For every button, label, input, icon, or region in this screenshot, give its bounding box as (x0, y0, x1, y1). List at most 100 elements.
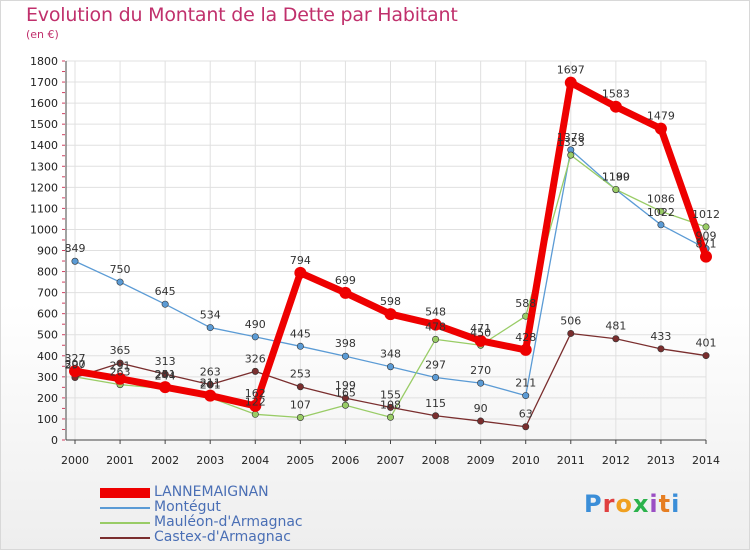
point-lannemaignan (159, 381, 172, 394)
y-tick-label: 1100 (30, 202, 58, 215)
y-tick-label: 1800 (30, 55, 58, 68)
data-label-castex-d-armagnac: 481 (605, 320, 626, 333)
x-tick-label: 2006 (331, 454, 359, 467)
data-label-mont-gut: 750 (110, 263, 131, 276)
data-label-castex-d-armagnac: 297 (65, 358, 86, 371)
legend-label-montegut: Montégut (154, 499, 221, 515)
x-tick-label: 2013 (647, 454, 675, 467)
legend-label-lannemaignan: LANNEMAIGNAN (154, 484, 269, 500)
x-tick-label: 2003 (196, 454, 224, 467)
logo-letter: t (658, 490, 672, 518)
y-tick-label: 0 (51, 434, 58, 447)
data-label-lannemaignan: 794 (290, 254, 311, 267)
x-tick-label: 2001 (106, 454, 134, 467)
point-lannemaignan (519, 343, 532, 356)
legend-swatch-lannemaignan (100, 488, 150, 498)
point-mont-gut (116, 278, 124, 286)
data-label-maul-on-d-armagnac: 1190 (602, 170, 630, 183)
point-maul-on-d-armagnac (251, 410, 259, 418)
point-lannemaignan (700, 250, 712, 263)
point-castex-d-armagnac (116, 359, 124, 367)
point-maul-on-d-armagnac (657, 207, 665, 215)
x-tick-label: 2000 (61, 454, 89, 467)
data-label-maul-on-d-armagnac: 108 (380, 398, 401, 411)
y-tick-label: 200 (37, 392, 58, 405)
point-lannemaignan (114, 372, 127, 385)
point-castex-d-armagnac (251, 367, 259, 375)
x-tick-label: 2008 (422, 454, 450, 467)
data-labels: 849 750 645 534 490 445 398 348 297 270 211 1378 118… (65, 64, 721, 421)
x-tick-label: 2014 (692, 454, 720, 467)
legend-label-castex: Castex-d'Armagnac (154, 529, 291, 545)
data-label-mont-gut: 270 (470, 364, 491, 377)
point-maul-on-d-armagnac (386, 413, 394, 421)
data-label-lannemaignan: 598 (380, 295, 401, 308)
data-label-lannemaignan: 1479 (647, 110, 675, 123)
axes: 0 100 200 300 400 500 600 700 800 900 1000 1100 1200… (30, 55, 720, 467)
x-tick-label: 2009 (467, 454, 495, 467)
data-label-mont-gut: 849 (65, 242, 86, 255)
data-label-maul-on-d-armagnac: 478 (425, 320, 446, 333)
point-mont-gut (71, 257, 79, 265)
x-tick-label: 2004 (241, 454, 269, 467)
data-label-maul-on-d-armagnac: 1353 (557, 136, 585, 149)
point-castex-d-armagnac (386, 403, 394, 411)
point-lannemaignan (654, 122, 667, 135)
point-maul-on-d-armagnac (612, 185, 620, 193)
logo-letter: o (615, 490, 633, 518)
y-tick-label: 600 (37, 308, 58, 321)
point-mont-gut (477, 379, 485, 387)
proxiti-logo: Proxiti (584, 490, 680, 518)
x-tick-label: 2011 (557, 454, 585, 467)
data-label-lannemaignan: 291 (110, 360, 131, 373)
data-label-maul-on-d-armagnac: 1086 (647, 192, 675, 205)
data-label-castex-d-armagnac: 63 (519, 408, 533, 421)
data-label-castex-d-armagnac: 115 (425, 397, 446, 410)
data-label-lannemaignan: 1697 (557, 64, 585, 77)
point-lannemaignan (564, 76, 577, 89)
data-label-mont-gut: 445 (290, 327, 311, 340)
point-maul-on-d-armagnac (341, 401, 349, 409)
data-label-mont-gut: 645 (155, 285, 176, 298)
data-label-mont-gut: 348 (380, 348, 401, 361)
data-label-lannemaignan: 251 (155, 368, 176, 381)
data-label-mont-gut: 211 (515, 377, 536, 390)
data-label-lannemaignan: 871 (696, 238, 717, 251)
point-mont-gut (386, 363, 394, 371)
data-label-lannemaignan: 211 (200, 377, 221, 390)
chart-unit: (en €) (26, 28, 59, 41)
point-lannemaignan (249, 399, 262, 412)
point-castex-d-armagnac (206, 381, 214, 389)
data-label-maul-on-d-armagnac: 201 (200, 379, 221, 392)
data-label-castex-d-armagnac: 263 (200, 366, 221, 379)
point-castex-d-armagnac (612, 335, 620, 343)
logo-letter: i (649, 490, 659, 518)
y-tick-label: 1400 (30, 139, 58, 152)
point-maul-on-d-armagnac (702, 223, 710, 231)
chart-title: Evolution du Montant de la Dette par Hab… (26, 4, 458, 26)
point-castex-d-armagnac (341, 394, 349, 402)
x-tick-label: 2002 (151, 454, 179, 467)
point-mont-gut (206, 324, 214, 332)
data-label-castex-d-armagnac: 253 (290, 368, 311, 381)
y-tick-label: 300 (37, 371, 58, 384)
data-label-mont-gut: 1022 (647, 206, 675, 219)
x-tick-label: 2005 (286, 454, 314, 467)
logo-letter: i (671, 490, 681, 518)
data-label-castex-d-armagnac: 401 (696, 337, 717, 350)
data-label-lannemaignan: 548 (425, 306, 446, 319)
data-label-lannemaignan: 699 (335, 274, 356, 287)
point-maul-on-d-armagnac (432, 335, 440, 343)
y-tick-label: 1700 (30, 76, 58, 89)
y-tick-label: 1200 (30, 181, 58, 194)
data-label-mont-gut: 1378 (557, 131, 585, 144)
data-label-maul-on-d-armagnac: 300 (65, 358, 86, 371)
x-tick-label: 2007 (377, 454, 405, 467)
point-lannemaignan (474, 334, 487, 347)
y-tick-label: 400 (37, 350, 58, 363)
legend-swatch-mauleon (100, 522, 150, 524)
legend-swatch-castex (100, 537, 150, 539)
point-lannemaignan (69, 365, 81, 378)
y-tick-label: 500 (37, 329, 58, 342)
y-tick-label: 1500 (30, 118, 58, 131)
